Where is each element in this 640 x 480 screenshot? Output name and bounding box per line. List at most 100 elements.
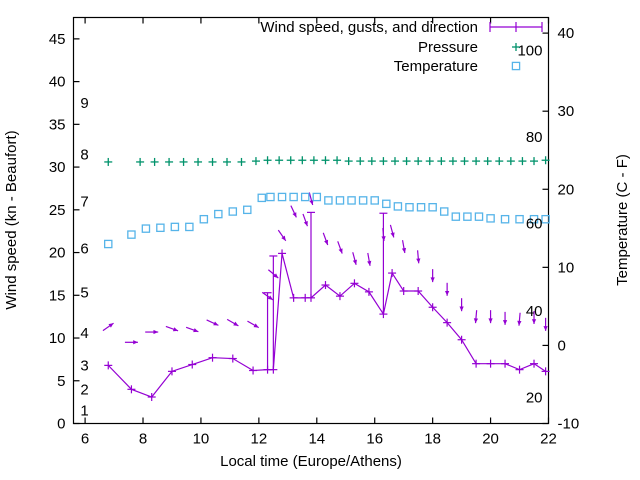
temperature-marker [358,196,368,205]
pressure-marker [179,157,188,166]
beaufort-label: 2 [80,381,88,398]
axis-titles: Local time (Europe/Athens) Wind speed (kn… [3,130,631,470]
y-tick-label: 10 [49,330,66,347]
pressure-marker [425,157,434,166]
wind-direction-arrow [308,192,314,206]
temperature-marker [300,192,310,202]
y-tick-label: 45 [49,31,66,48]
temperature-marker [347,196,356,205]
pressure-marker [194,157,203,166]
wind-direction-arrow [430,269,435,283]
y-tick-label: 35 [49,116,66,133]
y2-tick-label: 10 [558,259,575,276]
pressure-marker [286,156,295,165]
wind-direction-arrow [389,224,395,238]
pressure-marker [104,157,113,166]
wind-direction-arrow [502,311,508,325]
pressure-marker [333,156,342,165]
pressure-marker [541,156,550,165]
wind-direction-arrow [185,326,199,333]
axes-layer: 6 8 10 12 14 16 18 20 22051015202530354045-10010… [49,16,580,448]
pressure-marker [390,157,399,166]
wind-direction-arrow [517,312,522,326]
y-tick-label: 15 [49,287,66,304]
pressure-marker [483,157,492,166]
beaufort-label: 4 [80,325,88,342]
y-tick-label: 40 [49,74,66,91]
temperature-marker [104,239,113,249]
beaufort-label: 1 [80,403,88,420]
temperature-marker [312,192,322,202]
wind-direction-arrow [352,252,357,265]
x-tick-label: 18 [424,431,441,448]
wind-direction-arrow [531,311,537,325]
pressure-marker [367,157,376,166]
beaufort-label: 5 [80,285,88,302]
fahrenheit-label: 40 [526,303,543,320]
temperature-marker [335,196,345,205]
pressure-marker [356,157,365,166]
temperature-marker [486,214,495,223]
fahrenheit-label: 60 [526,216,543,233]
y2-tick-label: -10 [558,416,580,433]
temperature-marker [393,202,403,211]
pressure-marker [150,157,159,166]
y-tick-label: 30 [49,159,66,176]
legend-label-temperature: Temperature [394,58,478,75]
temperature-marker [228,207,238,216]
wind-direction-arrow [543,317,548,331]
y-tick-label: 20 [49,245,66,262]
x-tick-label: 22 [540,431,557,448]
wind-direction-arrow [165,325,179,332]
temperature-marker [289,192,298,202]
temperature-marker [416,203,426,212]
temperature-marker [257,193,267,203]
wind-direction-arrow [367,252,372,266]
x-tick-label: 12 [251,431,268,448]
wind-direction-arrow [102,322,114,332]
pressure-marker [208,157,217,166]
x-tick-label: 8 [139,431,147,448]
wind-direction-arrow [488,310,493,324]
temperature-marker [529,214,539,224]
temperature-marker [170,222,180,232]
pressure-marker [518,157,527,166]
x-axis-title: Local time (Europe/Athens) [220,453,402,470]
legend-label-wind: Wind speed, gusts, and direction [260,19,478,36]
temperature-marker [370,196,379,205]
temperature-marker [127,230,136,239]
beaufort-label: 3 [80,357,88,374]
y2-tick-label: 40 [558,25,575,42]
x-tick-label: 20 [482,431,499,448]
fahrenheit-label: 20 [526,390,543,407]
x-tick-label: 6 [81,431,89,448]
pressure-marker [321,156,330,165]
pressure-marker [460,157,469,166]
temperature-marker [199,214,209,224]
wind-direction-arrow [145,329,159,335]
wind-direction-arrow [473,310,479,324]
pressure-marker [530,157,539,166]
y-tick-label: 25 [49,202,66,219]
legend-sample-temperature [511,61,521,71]
wind-direction-arrow [277,229,287,242]
temperature-marker [451,212,461,221]
fahrenheit-label: 100 [517,42,542,59]
wind-direction-arrow [401,240,407,254]
inner-scale-labels: 1 2 3 4 5 6 7 8 9 20 40 60 80 100 [80,42,542,419]
wind-direction-arrow [267,269,279,279]
beaufort-label: 7 [80,193,88,210]
temperature-marker [141,224,151,233]
wind-direction-arrow [290,205,297,218]
wind-direction-arrow [381,228,386,242]
y2-axis-title: Temperature (C - F) [614,154,631,286]
wind-direction-arrow [261,291,274,301]
pressure-marker [309,156,318,165]
temperature-marker [324,196,333,205]
wind-direction-arrow [416,250,421,264]
pressure-marker [448,157,457,166]
pressure-marker [414,157,423,166]
y-tick-label: 5 [57,373,65,390]
x-tick-label: 16 [366,431,383,448]
